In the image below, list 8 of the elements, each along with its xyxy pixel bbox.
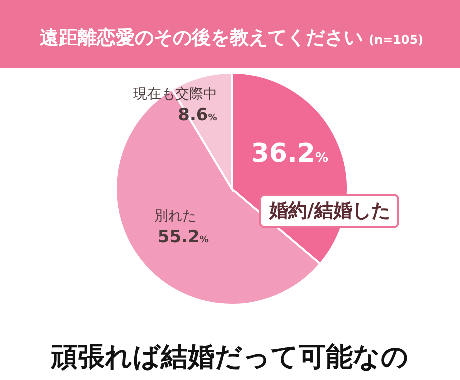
slice-label: 婚約/結婚した <box>268 200 390 222</box>
slice-label: 別れた <box>154 208 196 224</box>
text: 頑張れば結婚だって可能なの <box>50 342 409 373</box>
data-label: 36.2% <box>251 139 328 170</box>
chart-subtitle: (n=105) <box>369 33 424 47</box>
chart-title: 遠距離恋愛のその後を教えてください <box>40 27 363 49</box>
data-label: 55.2% <box>158 227 209 248</box>
data-label: 8.6% <box>178 106 218 126</box>
